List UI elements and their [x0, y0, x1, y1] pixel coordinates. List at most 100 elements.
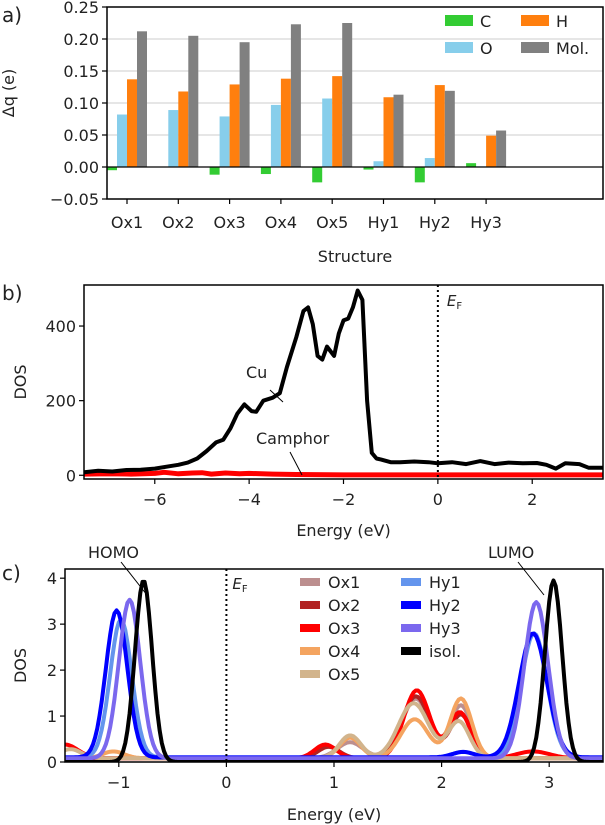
legend-swatch — [300, 578, 320, 586]
legend-swatch — [521, 15, 549, 26]
bar-h — [486, 135, 497, 167]
bar-o — [219, 116, 230, 167]
legend-swatch — [401, 624, 421, 632]
x-tick-label: 0 — [221, 773, 231, 792]
x-tick-label: Hy3 — [470, 213, 502, 232]
legend-label: Hy2 — [429, 596, 461, 615]
panel-c-xlabel: Energy (eV) — [287, 805, 381, 824]
bar-h — [332, 76, 343, 167]
x-tick-label: Ox1 — [111, 213, 143, 232]
bar-h — [229, 84, 240, 167]
series-cu — [84, 288, 603, 475]
bar-o — [168, 110, 179, 167]
legend-swatch — [401, 647, 421, 655]
bar-h — [434, 85, 445, 167]
panel-b-ylabel: DOS — [11, 364, 30, 399]
bar-h — [178, 91, 189, 167]
series-group — [84, 288, 603, 478]
panel-c-ylabel: DOS — [11, 648, 30, 683]
bar-o — [117, 114, 127, 167]
legend-label: Ox4 — [328, 642, 360, 661]
legend-label: Ox3 — [328, 619, 360, 638]
bar-c — [363, 167, 374, 170]
bar-c — [107, 167, 117, 171]
legend-label: Ox2 — [328, 596, 360, 615]
bar-mol — [239, 42, 250, 168]
y-tick-label: 0 — [47, 753, 57, 772]
cu-annotation: Cu — [246, 363, 267, 382]
bar-o — [322, 98, 333, 167]
x-tick-label: 1 — [329, 773, 339, 792]
cu-annotation-pointer — [269, 389, 284, 403]
panel-a-ylabel: Δq (e) — [0, 69, 18, 118]
bar-mol — [188, 35, 199, 167]
legend-swatch — [401, 578, 421, 586]
bar-c — [414, 167, 425, 183]
legend-label: H — [556, 12, 568, 31]
y-tick-label: 3 — [47, 615, 57, 634]
fermi-label: EF — [232, 575, 247, 595]
bar-c — [312, 167, 323, 183]
panel-c-legend: Ox1 Ox2 Ox3 Ox4 Ox5 Hy1 Hy2 Hy3 isol. — [300, 573, 461, 684]
fermi-label-e: E — [447, 292, 457, 310]
legend-swatch — [445, 42, 473, 53]
y-tick-label: 2 — [47, 661, 57, 680]
bar-h — [280, 78, 291, 167]
homo-annotation-pointer — [120, 561, 148, 596]
bar-c — [209, 167, 220, 175]
series-camphor — [84, 469, 603, 478]
series-hy3 — [65, 597, 603, 761]
legend-label: O — [480, 39, 493, 58]
fermi-label-sub: F — [456, 301, 462, 312]
series-group — [65, 578, 603, 762]
x-tick-label: 2 — [437, 773, 447, 792]
panel-a-legend: C H O Mol. — [445, 12, 589, 58]
panel-b-frame — [83, 284, 604, 480]
x-tick-label: Ox4 — [265, 213, 297, 232]
camphor-annotation: Camphor — [256, 429, 330, 448]
legend-label: Hy3 — [429, 619, 461, 638]
series-isol — [65, 578, 603, 762]
y-tick-label: 0.15 — [63, 62, 99, 81]
fermi-label-sub: F — [242, 584, 248, 595]
y-tick-label: 4 — [47, 569, 57, 588]
homo-annotation: HOMO — [88, 543, 139, 562]
bar-c — [260, 167, 271, 175]
fermi-label-e: E — [232, 575, 242, 593]
panel-b: b) EF 0 200 400 −6 −4 −2 0 2 Energy (eV) DOS C… — [2, 281, 604, 540]
panel-b-label: b) — [2, 281, 23, 305]
x-tick-label: −6 — [143, 490, 167, 509]
y-tick-label: 400 — [45, 317, 76, 336]
legend-swatch — [300, 670, 320, 678]
legend-label: Ox1 — [328, 573, 360, 592]
bar-mol — [393, 94, 404, 167]
x-tick-label: Ox2 — [162, 213, 194, 232]
bar-mol — [444, 90, 455, 167]
x-tick-label: 2 — [527, 490, 537, 509]
legend-label: Ox5 — [328, 665, 360, 684]
legend-label: C — [480, 12, 491, 31]
y-tick-label: 0.20 — [63, 30, 99, 49]
panel-b-xlabel: Energy (eV) — [296, 521, 390, 540]
x-tick-label: 3 — [544, 773, 554, 792]
y-tick-label: 0.00 — [63, 158, 99, 177]
bar-h — [383, 97, 394, 167]
bar-c — [466, 163, 477, 167]
bar-mol — [137, 31, 147, 167]
panel-a-ylabel-text: Δq (e) — [0, 69, 18, 118]
bar-o — [270, 104, 281, 167]
bar-h — [127, 79, 137, 167]
x-tick-label: Ox5 — [316, 213, 348, 232]
legend-swatch — [300, 624, 320, 632]
panel-a-label: a) — [2, 3, 22, 27]
panel-a: a) −0.05 0.00 0.05 0.10 0.15 0.20 0.25 Ox1 Ox2 O… — [0, 0, 604, 266]
lumo-annotation: LUMO — [488, 543, 534, 562]
y-tick-label: 0 — [66, 466, 76, 485]
y-tick-label: 0.10 — [63, 94, 99, 113]
bar-mol — [496, 130, 507, 167]
bar-o — [424, 158, 435, 167]
x-tick-label: Hy2 — [419, 213, 451, 232]
legend-label: Hy1 — [429, 573, 461, 592]
x-tick-label: 0 — [433, 490, 443, 509]
